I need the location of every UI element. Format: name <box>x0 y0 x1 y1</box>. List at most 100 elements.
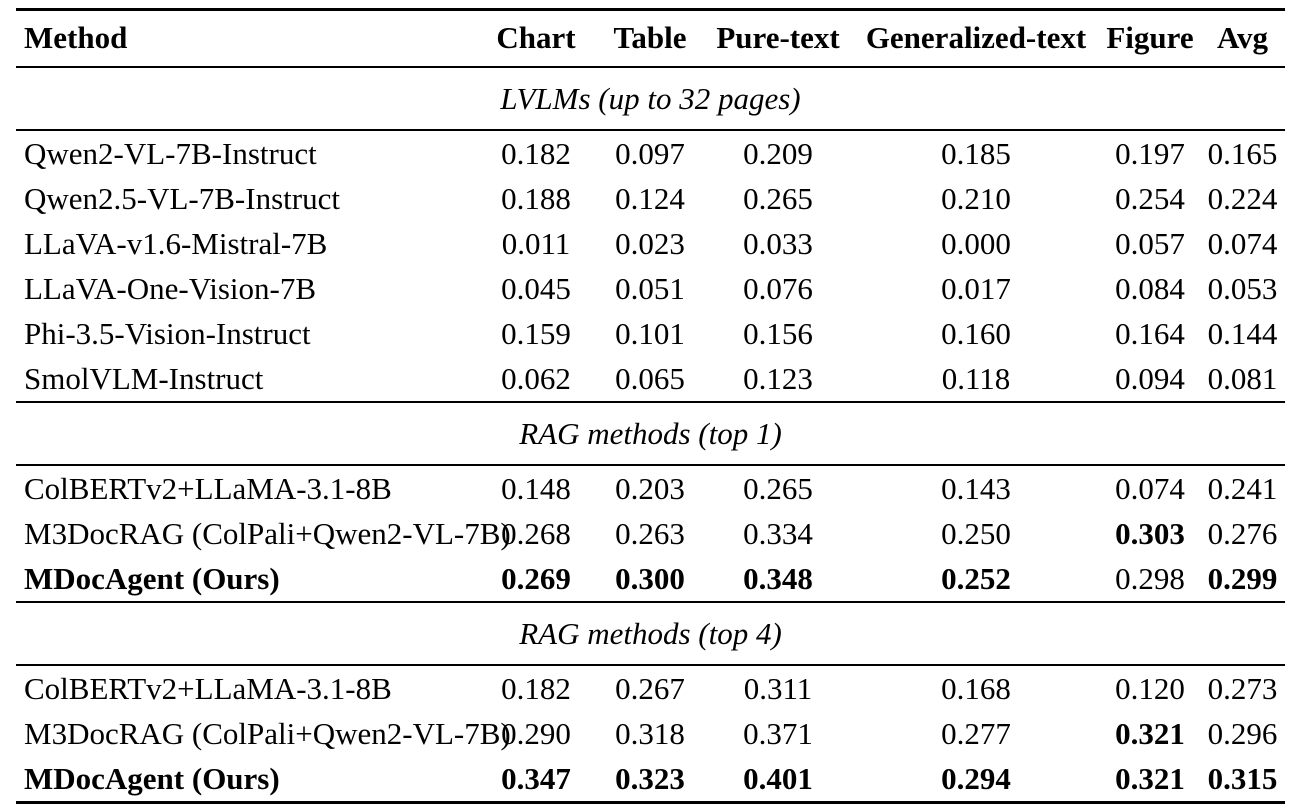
value-cell-best: 0.348 <box>743 561 813 596</box>
method-cell: ColBERTv2+LLaMA-3.1-8B <box>24 671 392 706</box>
method-cell: Phi-3.5-Vision-Instruct <box>24 316 311 351</box>
value-cell: 0.267 <box>615 671 685 706</box>
value-cell-best: 0.252 <box>941 561 1011 596</box>
value-cell: 0.160 <box>941 316 1011 351</box>
section-header-rag-top4: RAG methods (top 4) <box>16 601 1285 666</box>
value-cell: 0.265 <box>743 471 813 506</box>
value-cell: 0.023 <box>615 226 685 261</box>
value-cell: 0.123 <box>743 361 813 396</box>
value-cell: 0.074 <box>1115 471 1185 506</box>
value-cell: 0.296 <box>1207 716 1278 751</box>
value-cell: 0.203 <box>615 471 685 506</box>
value-cell: 0.263 <box>615 516 685 551</box>
value-cell: 0.164 <box>1115 316 1185 351</box>
value-cell: 0.053 <box>1207 271 1278 306</box>
method-cell: LLaVA-v1.6-Mistral-7B <box>24 226 328 261</box>
table-row: M3DocRAG (ColPali+Qwen2-VL-7B) 0.290 0.3… <box>16 711 1285 756</box>
section-title: RAG methods (top 1) <box>16 401 1285 466</box>
value-cell: 0.084 <box>1115 271 1185 306</box>
method-cell: M3DocRAG (ColPali+Qwen2-VL-7B) <box>24 716 511 751</box>
value-cell: 0.318 <box>615 716 685 751</box>
value-cell: 0.334 <box>743 516 813 551</box>
table-row: LLaVA-One-Vision-7B 0.045 0.051 0.076 0.… <box>16 266 1285 311</box>
value-cell: 0.168 <box>941 671 1011 706</box>
value-cell: 0.159 <box>501 316 571 351</box>
table-header: Method Chart Table Pure-text Generalized… <box>16 9 1285 68</box>
value-cell: 0.273 <box>1207 671 1278 706</box>
section-title: RAG methods (top 4) <box>16 601 1285 666</box>
section-title: LVLMs (up to 32 pages) <box>16 66 1285 131</box>
value-cell: 0.311 <box>743 671 813 706</box>
value-cell: 0.074 <box>1207 226 1278 261</box>
value-cell: 0.277 <box>941 716 1011 751</box>
value-cell: 0.000 <box>941 226 1011 261</box>
value-cell-best: 0.401 <box>743 761 813 796</box>
value-cell-best: 0.315 <box>1207 761 1278 796</box>
table-row: Qwen2.5-VL-7B-Instruct 0.188 0.124 0.265… <box>16 176 1285 221</box>
value-cell: 0.268 <box>501 516 571 551</box>
value-cell: 0.165 <box>1207 136 1278 171</box>
column-header-generalized-text: Generalized-text <box>852 9 1100 68</box>
method-cell: ColBERTv2+LLaMA-3.1-8B <box>24 471 392 506</box>
value-cell: 0.182 <box>501 671 571 706</box>
value-cell: 0.371 <box>743 716 813 751</box>
table-row: Phi-3.5-Vision-Instruct 0.159 0.101 0.15… <box>16 311 1285 356</box>
value-cell: 0.118 <box>941 361 1011 396</box>
value-cell: 0.185 <box>941 136 1011 171</box>
value-cell: 0.290 <box>501 716 571 751</box>
results-table: Method Chart Table Pure-text Generalized… <box>16 8 1285 804</box>
value-cell: 0.210 <box>941 181 1011 216</box>
value-cell-best: 0.323 <box>615 761 685 796</box>
value-cell: 0.011 <box>501 226 571 261</box>
method-cell: Qwen2.5-VL-7B-Instruct <box>24 181 340 216</box>
method-cell: Qwen2-VL-7B-Instruct <box>24 136 317 171</box>
value-cell-best: 0.347 <box>501 761 571 796</box>
method-cell: SmolVLM-Instruct <box>24 361 264 396</box>
table-row-ours: MDocAgent (Ours) 0.347 0.323 0.401 0.294… <box>16 756 1285 803</box>
value-cell: 0.224 <box>1207 181 1278 216</box>
value-cell: 0.057 <box>1115 226 1185 261</box>
method-cell: M3DocRAG (ColPali+Qwen2-VL-7B) <box>24 516 511 551</box>
table-row: LLaVA-v1.6-Mistral-7B 0.011 0.023 0.033 … <box>16 221 1285 266</box>
value-cell: 0.017 <box>941 271 1011 306</box>
value-cell: 0.265 <box>743 181 813 216</box>
value-cell: 0.033 <box>743 226 813 261</box>
section-header-rag-top1: RAG methods (top 1) <box>16 401 1285 466</box>
column-header-figure: Figure <box>1100 9 1200 68</box>
value-cell: 0.156 <box>743 316 813 351</box>
value-cell-best: 0.321 <box>1115 716 1185 751</box>
value-cell: 0.094 <box>1115 361 1185 396</box>
value-cell: 0.101 <box>615 316 685 351</box>
table-row: Qwen2-VL-7B-Instruct 0.182 0.097 0.209 0… <box>16 130 1285 176</box>
value-cell: 0.197 <box>1115 136 1185 171</box>
method-cell: LLaVA-One-Vision-7B <box>24 271 317 306</box>
table-row: SmolVLM-Instruct 0.062 0.065 0.123 0.118… <box>16 356 1285 402</box>
table-row: ColBERTv2+LLaMA-3.1-8B 0.182 0.267 0.311… <box>16 665 1285 711</box>
table-body: LVLMs (up to 32 pages) Qwen2-VL-7B-Instr… <box>16 66 1285 803</box>
value-cell: 0.045 <box>501 271 571 306</box>
column-header-chart: Chart <box>476 9 596 68</box>
value-cell: 0.081 <box>1207 361 1278 396</box>
value-cell: 0.120 <box>1115 671 1185 706</box>
table-row: ColBERTv2+LLaMA-3.1-8B 0.148 0.203 0.265… <box>16 465 1285 511</box>
value-cell-best: 0.294 <box>941 761 1011 796</box>
value-cell: 0.250 <box>941 516 1011 551</box>
value-cell-best: 0.269 <box>501 561 571 596</box>
value-cell-best: 0.299 <box>1207 561 1278 596</box>
value-cell: 0.298 <box>1115 561 1185 596</box>
value-cell: 0.097 <box>615 136 685 171</box>
column-header-method: Method <box>16 9 476 68</box>
value-cell: 0.209 <box>743 136 813 171</box>
value-cell: 0.188 <box>501 181 571 216</box>
value-cell: 0.241 <box>1207 471 1278 506</box>
value-cell: 0.182 <box>501 136 571 171</box>
value-cell-best: 0.321 <box>1115 761 1185 796</box>
header-row: Method Chart Table Pure-text Generalized… <box>16 9 1285 68</box>
value-cell: 0.051 <box>615 271 685 306</box>
value-cell-best: 0.303 <box>1115 516 1185 551</box>
column-header-pure-text: Pure-text <box>704 9 852 68</box>
value-cell: 0.254 <box>1115 181 1185 216</box>
column-header-table: Table <box>596 9 704 68</box>
value-cell: 0.143 <box>941 471 1011 506</box>
value-cell: 0.062 <box>501 361 571 396</box>
